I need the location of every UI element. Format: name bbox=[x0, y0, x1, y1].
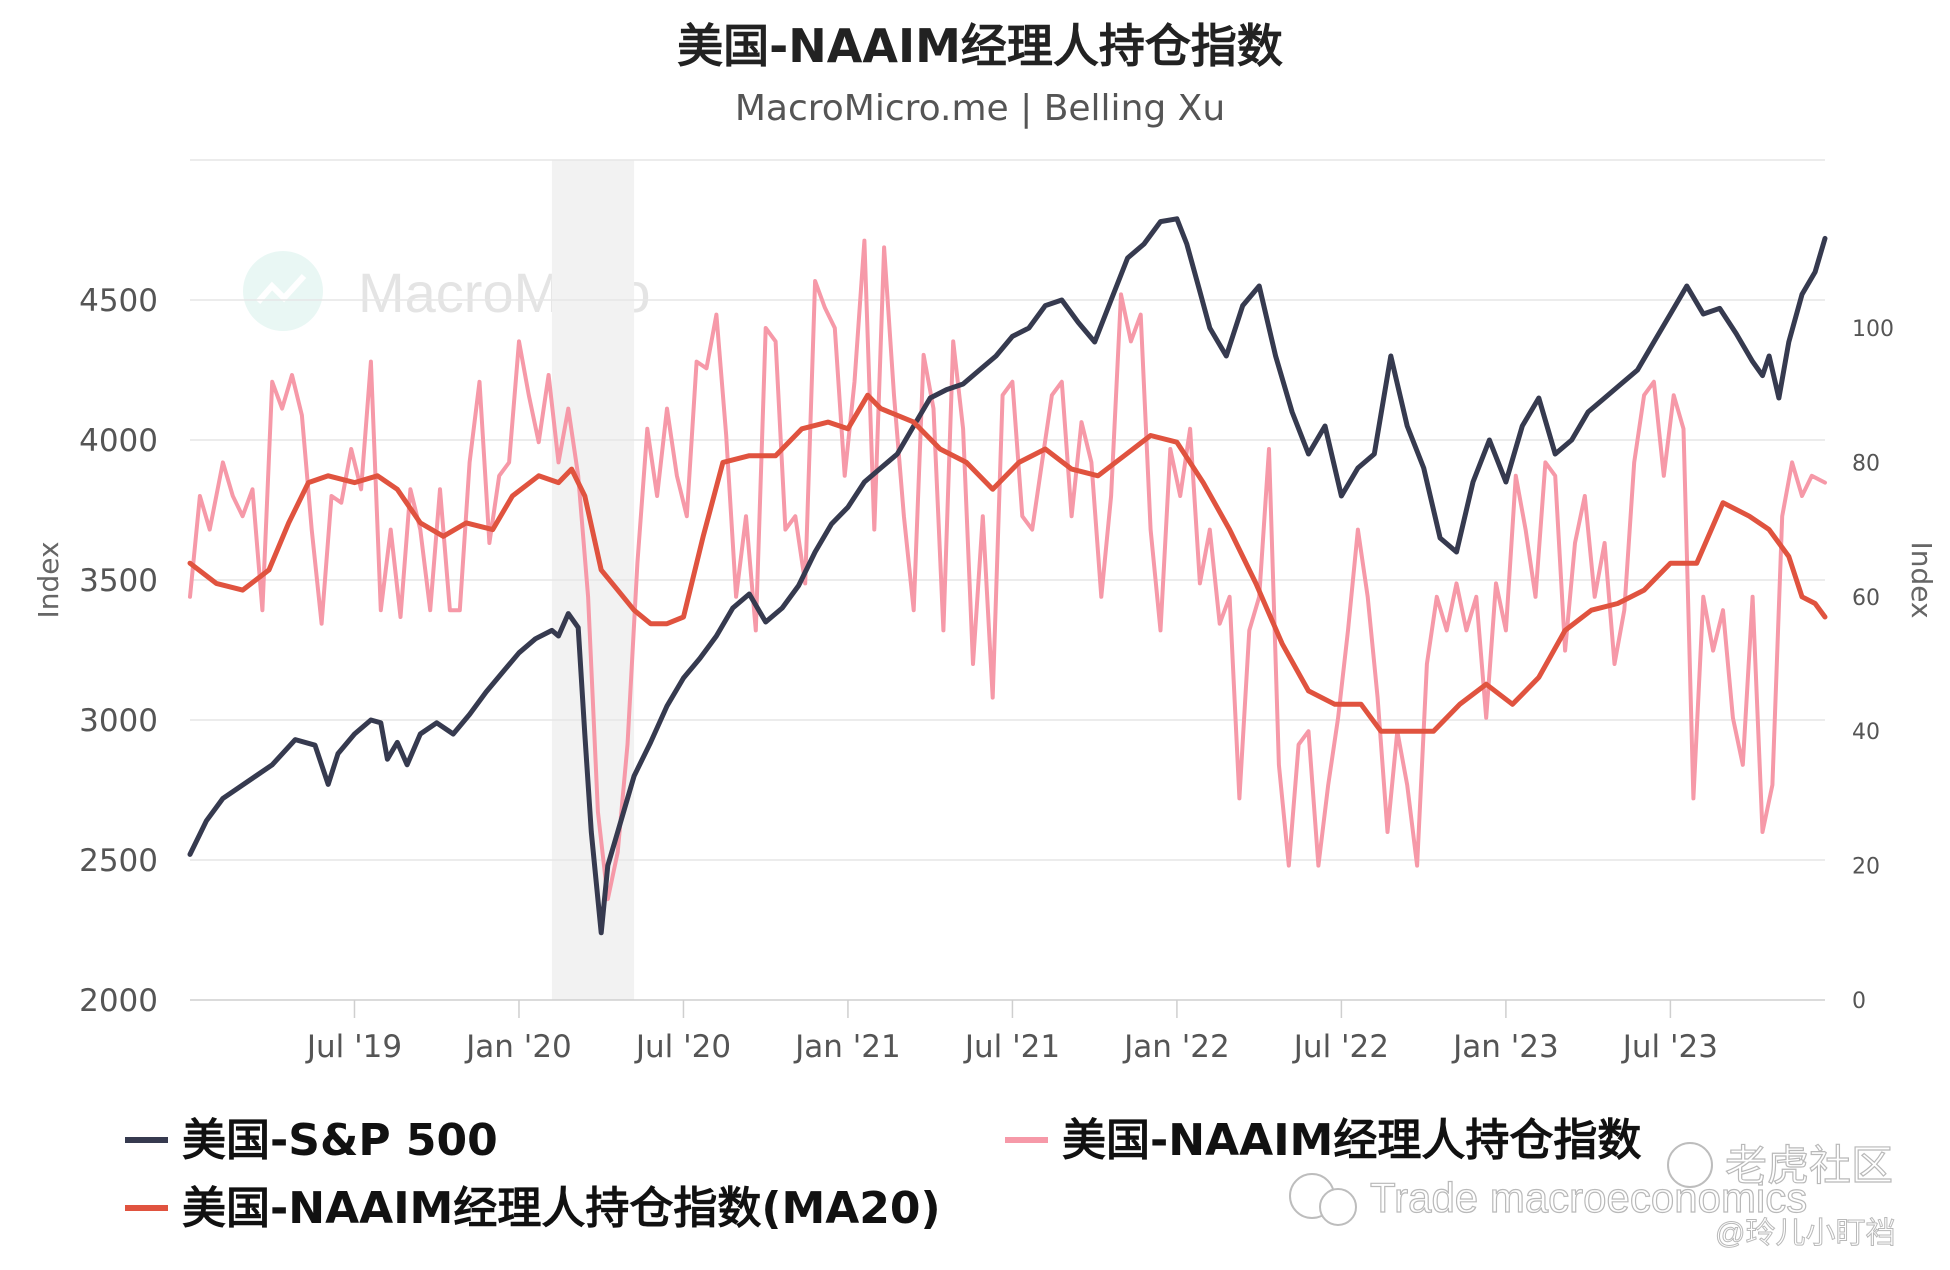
series-layer bbox=[187, 216, 1828, 936]
corner-watermark-handle: @玲儿小盯裆 bbox=[1715, 1217, 1895, 1250]
x-tick-label: Jul '20 bbox=[634, 1029, 731, 1065]
right-axis-title: Index bbox=[1905, 541, 1938, 618]
legend-naaim-label: 美国-NAAIM经理人持仓指数 bbox=[1062, 1115, 1641, 1166]
left-tick-label: 4500 bbox=[79, 283, 158, 319]
x-tick-label: Jan '23 bbox=[1451, 1029, 1559, 1065]
x-tick-label: Jul '21 bbox=[963, 1029, 1060, 1065]
right-tick-label: 80 bbox=[1852, 451, 1880, 476]
right-tick-label: 20 bbox=[1852, 855, 1880, 880]
right-tick-label: 40 bbox=[1852, 720, 1880, 745]
x-tick-label: Jul '23 bbox=[1621, 1029, 1718, 1065]
right-tick-label: 100 bbox=[1852, 317, 1894, 342]
left-axis-title: Index bbox=[32, 541, 65, 618]
series-naaim-ma20-line bbox=[187, 392, 1828, 734]
left-tick-label: 3500 bbox=[79, 563, 158, 599]
right-axis-ticks: 0 20 40 60 80 100 bbox=[1852, 317, 1894, 1014]
x-tick-label: Jul '19 bbox=[305, 1029, 402, 1065]
left-tick-label: 2500 bbox=[79, 843, 158, 879]
right-tick-label: 60 bbox=[1852, 586, 1880, 611]
macromicro-logo-icon bbox=[243, 251, 323, 331]
x-tick-label: Jan '22 bbox=[1122, 1029, 1230, 1065]
right-tick-label: 0 bbox=[1852, 989, 1866, 1014]
wechat-icon-small bbox=[1319, 1188, 1357, 1226]
x-tick-label: Jan '20 bbox=[464, 1029, 572, 1065]
legend-sp500-label: 美国-S&P 500 bbox=[182, 1115, 498, 1166]
x-tick-label: Jan '21 bbox=[793, 1029, 901, 1065]
left-tick-label: 4000 bbox=[79, 423, 158, 459]
legend: 美国-S&P 500 美国-NAAIM经理人持仓指数 美国-NAAIM经理人持仓… bbox=[125, 1115, 1641, 1234]
legend-ma20-label: 美国-NAAIM经理人持仓指数(MA20) bbox=[182, 1183, 941, 1234]
series-sp500-line bbox=[187, 216, 1828, 936]
corner-watermark: Trade macroeconomics 老虎社区 @玲儿小盯裆 bbox=[1289, 1141, 1896, 1251]
series-naaim-line bbox=[188, 238, 1827, 902]
chart-subtitle: MacroMicro.me | Belling Xu bbox=[735, 88, 1225, 129]
logo-trend-icon bbox=[255, 273, 307, 304]
left-axis-ticks: 2000 2500 3000 3500 4000 4500 bbox=[79, 283, 158, 1019]
corner-watermark-line: Trade macroeconomics bbox=[1370, 1174, 1807, 1221]
x-tick-label: Jul '22 bbox=[1292, 1029, 1389, 1065]
left-tick-label: 2000 bbox=[79, 983, 158, 1019]
left-tick-label: 3000 bbox=[79, 703, 158, 739]
chart-title: 美国-NAAIM经理人持仓指数 bbox=[677, 19, 1283, 73]
corner-watermark-brand: 老虎社区 bbox=[1725, 1142, 1893, 1189]
tiger-logo-icon bbox=[1667, 1142, 1713, 1188]
x-axis-ticks: Jul '19 Jan '20 Jul '20 Jan '21 Jul '21 Jan '… bbox=[305, 1000, 1718, 1065]
